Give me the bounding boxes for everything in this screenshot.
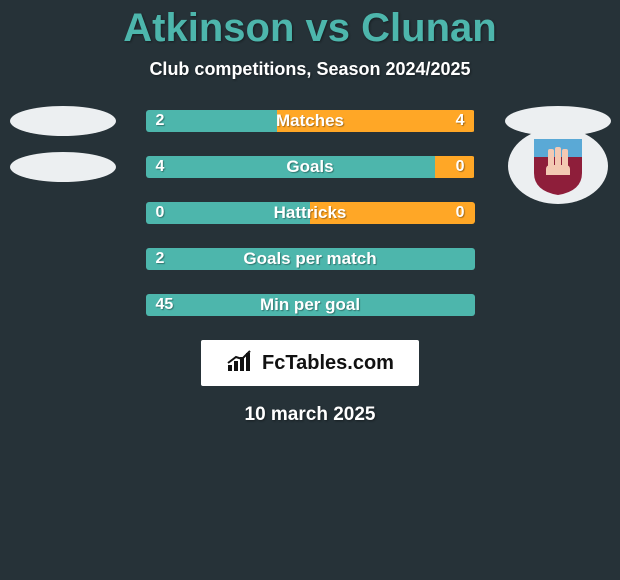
badge-spacer bbox=[10, 294, 116, 316]
stat-bar: 00Hattricks bbox=[146, 202, 475, 224]
badge-spacer bbox=[505, 248, 611, 270]
club-logo bbox=[508, 128, 608, 204]
stat-value-left: 2 bbox=[156, 250, 165, 268]
date-label: 10 march 2025 bbox=[0, 404, 620, 426]
stat-value-right: 0 bbox=[456, 158, 465, 176]
bar-left-segment bbox=[146, 294, 475, 316]
badge-spacer bbox=[505, 202, 611, 224]
bar-left-segment bbox=[146, 156, 436, 178]
stat-row: 24Matches bbox=[0, 110, 620, 132]
brand-box: FcTables.com bbox=[201, 340, 419, 386]
badge-spacer bbox=[505, 294, 611, 316]
bar-left-segment bbox=[146, 110, 278, 132]
player-ellipse bbox=[10, 110, 116, 132]
stat-row: 40Goals bbox=[0, 156, 620, 178]
stat-bar: 45Min per goal bbox=[146, 294, 475, 316]
club-badge bbox=[505, 156, 611, 178]
stat-value-right: 0 bbox=[456, 204, 465, 222]
bar-right-segment bbox=[277, 110, 474, 132]
stat-value-left: 4 bbox=[156, 158, 165, 176]
stat-value-left: 0 bbox=[156, 204, 165, 222]
ellipse-placeholder bbox=[10, 152, 116, 182]
stat-row: 00Hattricks bbox=[0, 202, 620, 224]
bar-left-segment bbox=[146, 202, 311, 224]
badge-spacer bbox=[10, 202, 116, 224]
page-title: Atkinson vs Clunan bbox=[0, 0, 620, 51]
ellipse-placeholder bbox=[10, 106, 116, 136]
brand-text: FcTables.com bbox=[262, 352, 394, 375]
bar-right-segment bbox=[310, 202, 475, 224]
subtitle: Club competitions, Season 2024/2025 bbox=[0, 59, 620, 80]
player-ellipse bbox=[10, 156, 116, 178]
stat-value-left: 45 bbox=[156, 296, 174, 314]
stats-container: 24Matches40Goals00Hattricks2Goals per ma… bbox=[0, 110, 620, 316]
stat-row: 45Min per goal bbox=[0, 294, 620, 316]
badge-spacer bbox=[10, 248, 116, 270]
stat-bar: 2Goals per match bbox=[146, 248, 475, 270]
stat-value-left: 2 bbox=[156, 112, 165, 130]
bar-left-segment bbox=[146, 248, 475, 270]
stat-row: 2Goals per match bbox=[0, 248, 620, 270]
stat-value-right: 4 bbox=[456, 112, 465, 130]
stat-bar: 24Matches bbox=[146, 110, 475, 132]
brand-icon bbox=[226, 349, 254, 378]
stat-bar: 40Goals bbox=[146, 156, 475, 178]
